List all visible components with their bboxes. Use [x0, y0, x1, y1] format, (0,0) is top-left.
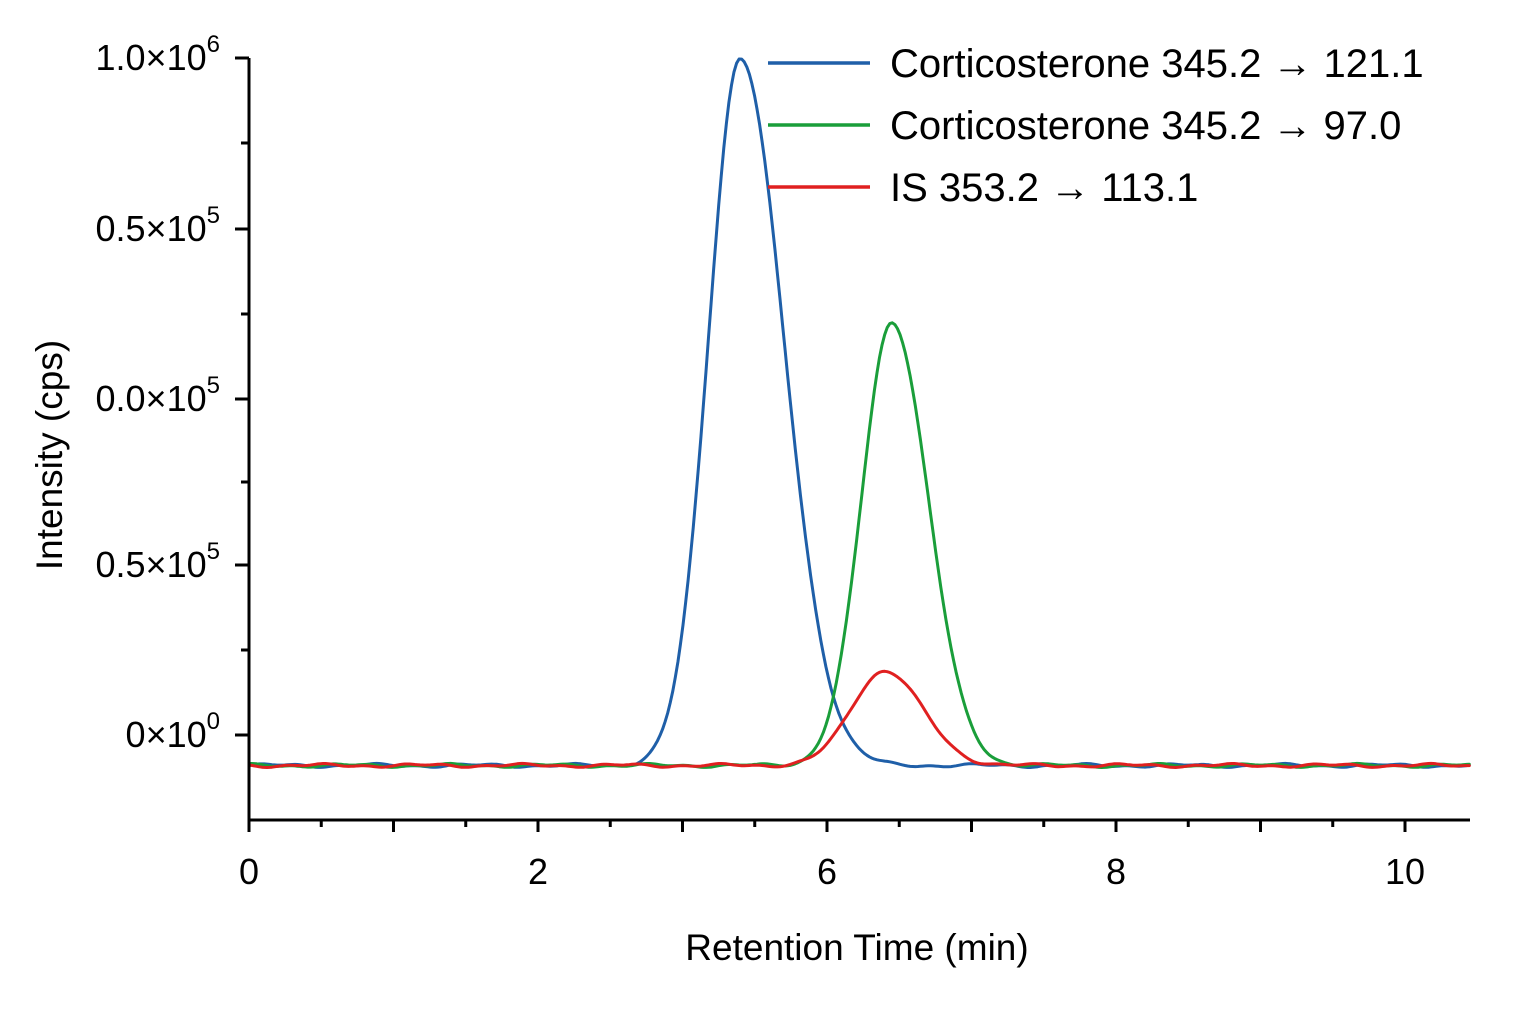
x-ticks: 0 2 6 8 10	[239, 820, 1425, 892]
y-tick-label: 0.0×105	[96, 372, 220, 419]
legend: Corticosterone 345.2 → 121.1 Corticostero…	[768, 42, 1424, 210]
legend-label: Corticosterone 345.2 → 97.0	[890, 104, 1401, 148]
y-axis-title: Intensity (cps)	[29, 340, 70, 570]
y-tick-label: 0×100	[126, 708, 220, 755]
x-tick-label: 0	[239, 851, 259, 892]
x-tick-label: 2	[528, 851, 548, 892]
x-tick-label: 6	[817, 851, 837, 892]
y-tick-label: 1.0×106	[96, 31, 220, 78]
axes	[247, 58, 1470, 822]
x-tick-label: 8	[1106, 851, 1126, 892]
legend-label: Corticosterone 345.2 → 121.1	[890, 42, 1424, 86]
y-tick-label: 0.5×105	[96, 202, 220, 249]
legend-label: IS 353.2 → 113.1	[890, 166, 1198, 210]
x-axis-title: Retention Time (min)	[685, 927, 1028, 968]
series-line	[247, 57, 1471, 769]
series-line	[247, 321, 1471, 769]
y-ticks: 1.0×106 0.5×105 0.0×105 0.5×105 0×100	[96, 31, 249, 755]
plot-lines	[247, 57, 1471, 769]
series-line	[247, 669, 1471, 769]
x-tick-label: 10	[1385, 851, 1425, 892]
y-tick-label: 0.5×105	[96, 538, 220, 585]
